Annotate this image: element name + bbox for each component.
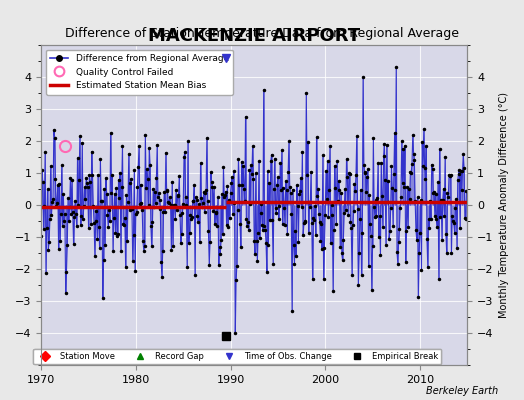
Text: Berkeley Earth: Berkeley Earth	[425, 386, 498, 396]
Text: Difference of Station Temperature Data from Regional Average: Difference of Station Temperature Data f…	[65, 28, 459, 40]
Title: MACKENZIE AIRPORT: MACKENZIE AIRPORT	[148, 27, 361, 45]
Y-axis label: Monthly Temperature Anomaly Difference (°C): Monthly Temperature Anomaly Difference (…	[499, 92, 509, 318]
Legend: Station Move, Record Gap, Time of Obs. Change, Empirical Break: Station Move, Record Gap, Time of Obs. C…	[33, 349, 441, 364]
